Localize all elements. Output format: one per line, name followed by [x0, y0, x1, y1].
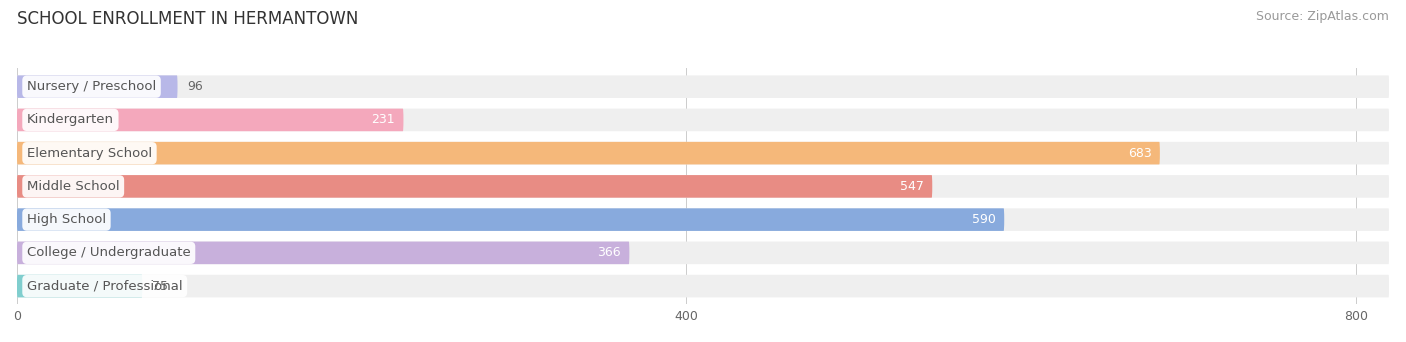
Text: Kindergarten: Kindergarten: [27, 114, 114, 127]
Text: 547: 547: [900, 180, 924, 193]
FancyBboxPatch shape: [17, 175, 1389, 198]
FancyBboxPatch shape: [17, 142, 1160, 165]
Text: SCHOOL ENROLLMENT IN HERMANTOWN: SCHOOL ENROLLMENT IN HERMANTOWN: [17, 10, 359, 28]
FancyBboxPatch shape: [17, 109, 1389, 131]
FancyBboxPatch shape: [17, 75, 1389, 98]
Text: 75: 75: [152, 280, 169, 293]
FancyBboxPatch shape: [17, 275, 142, 298]
Text: 96: 96: [187, 80, 204, 93]
FancyBboxPatch shape: [17, 175, 932, 198]
FancyBboxPatch shape: [17, 275, 1389, 298]
Text: Nursery / Preschool: Nursery / Preschool: [27, 80, 156, 93]
Text: Source: ZipAtlas.com: Source: ZipAtlas.com: [1256, 10, 1389, 23]
FancyBboxPatch shape: [17, 142, 1389, 165]
Text: 366: 366: [598, 246, 621, 259]
FancyBboxPatch shape: [17, 109, 404, 131]
Text: Graduate / Professional: Graduate / Professional: [27, 280, 183, 293]
FancyBboxPatch shape: [17, 208, 1004, 231]
FancyBboxPatch shape: [17, 75, 177, 98]
Text: College / Undergraduate: College / Undergraduate: [27, 246, 191, 259]
Text: Elementary School: Elementary School: [27, 147, 152, 160]
Text: High School: High School: [27, 213, 105, 226]
Text: Middle School: Middle School: [27, 180, 120, 193]
Text: 590: 590: [972, 213, 995, 226]
FancyBboxPatch shape: [17, 241, 1389, 264]
Text: 231: 231: [371, 114, 395, 127]
Text: 683: 683: [1128, 147, 1152, 160]
FancyBboxPatch shape: [17, 241, 630, 264]
FancyBboxPatch shape: [17, 208, 1389, 231]
